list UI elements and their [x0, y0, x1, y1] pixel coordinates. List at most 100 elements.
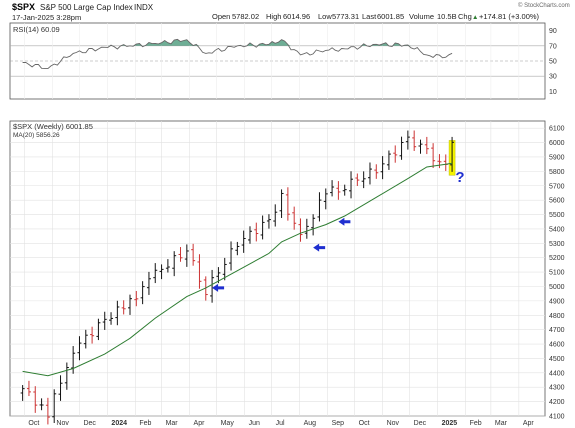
rsi-tick-label: 90 [549, 28, 557, 35]
price-tick-label: 4900 [549, 298, 565, 305]
ohlc-bar [134, 290, 139, 307]
ohlc-bar [247, 226, 252, 244]
ohlc-bar [399, 136, 404, 160]
ohlc-bar [165, 259, 170, 273]
price-tick-label: 5500 [549, 212, 565, 219]
ohlc-bar [20, 385, 25, 401]
x-tick-label: Oct [359, 420, 370, 427]
price-tick-label: 6000 [549, 140, 565, 147]
ohlc-bar [71, 346, 76, 374]
x-tick-label: Feb [470, 420, 482, 427]
x-tick-label: Dec [414, 420, 427, 427]
x-tick-label: Aug [304, 420, 317, 427]
ohlc-bar [292, 206, 297, 230]
open-label: Open [212, 12, 230, 21]
ma20-line [22, 162, 453, 377]
ohlc-bar [311, 214, 316, 236]
ohlc-bar [266, 214, 271, 229]
ohlc-bar [412, 130, 417, 151]
ohlc-bar [235, 241, 240, 256]
rsi-tick-label: 50 [549, 59, 557, 66]
price-y-ticks: 6100 6000 5900 5800 5700 5600 5500 5400 5300 5200… [549, 126, 565, 421]
x-tick-label: Apr [194, 420, 206, 427]
price-tick-label: 4200 [549, 399, 565, 406]
price-panel-frame [9, 120, 546, 417]
ohlc-bar [418, 139, 423, 154]
rsi-tick-label: 30 [549, 74, 557, 81]
x-tick-label: Jul [276, 420, 285, 427]
ohlc-bar [330, 180, 335, 197]
ohlc-bar [298, 218, 303, 242]
ohlc-bar [210, 269, 215, 303]
last-value: 6001.85 [377, 12, 404, 21]
ohlc-bar [393, 145, 398, 163]
ohlc-bar [380, 156, 385, 180]
x-tick-label: Dec [83, 420, 96, 427]
price-tick-label: 5600 [549, 198, 565, 205]
price-tick-label: 5700 [549, 183, 565, 190]
ohlc-bar [279, 189, 284, 218]
price-tick-label: 5100 [549, 270, 565, 277]
price-legend: $SPX (Weekly) 6001.85 [13, 122, 93, 131]
blue-arrows [212, 217, 351, 292]
ohlc-bar [197, 254, 202, 289]
ohlc-bar [374, 164, 379, 179]
ohlc-bar [115, 300, 120, 326]
ohlc-bar [437, 154, 442, 169]
ohlc-bar [153, 263, 158, 284]
date-label: 17-Jan-2025 3:28pm [12, 13, 81, 22]
ohlc-bar [102, 311, 107, 330]
ohlc-bar [355, 173, 360, 186]
price-tick-label: 5800 [549, 169, 565, 176]
open-value: 5782.02 [232, 12, 259, 21]
ohlc-bar [109, 312, 114, 325]
ohlc-bar [342, 184, 347, 196]
x-tick-label: Oct [28, 420, 39, 427]
ohlc-bar [450, 136, 455, 172]
price-grid [10, 121, 545, 417]
ohlc-bar [260, 215, 265, 240]
ohlc-bar [146, 271, 151, 295]
ohlc-bar [424, 136, 429, 155]
ohlc-bar [127, 294, 132, 315]
x-tick-label: Mar [495, 420, 508, 427]
price-tick-label: 6100 [549, 126, 565, 133]
ohlc-bar [229, 241, 234, 271]
x-tick-label: May [221, 420, 235, 427]
ohlc-bar [241, 230, 246, 253]
ohlc-bar [336, 181, 341, 200]
ohlc-bar [90, 326, 95, 344]
rsi-legend: RSI(14) 60.09 [13, 25, 60, 34]
chg-label: Chg [458, 12, 472, 21]
ohlc-bar [304, 218, 309, 239]
x-tick-label: Nov [387, 420, 400, 427]
x-tick-label: Jun [249, 420, 260, 427]
chg-value: +174.81 (+3.00%) [479, 12, 540, 21]
ohlc-bars [20, 130, 455, 425]
ohlc-bar [191, 243, 196, 266]
x-axis-ticks: Oct Nov Dec 2024 Feb Mar Apr May Jun Jul Aug Sep Oct… [28, 420, 534, 427]
x-tick-label: Feb [139, 420, 151, 427]
ohlc-bar [203, 276, 208, 301]
ohlc-bar [178, 247, 183, 262]
ohlc-bar [222, 257, 227, 281]
volume-label: Volume [409, 12, 434, 21]
price-tick-label: 4400 [549, 370, 565, 377]
x-tick-label: 2024 [111, 420, 127, 427]
price-tick-label: 5000 [549, 284, 565, 291]
ohlc-bar [64, 362, 69, 390]
ohlc-bar [323, 188, 328, 210]
high-label: High [266, 12, 281, 21]
ohlc-bar [39, 398, 44, 411]
price-tick-label: 5900 [549, 154, 565, 161]
ohlc-bar [96, 318, 101, 341]
ohlc-bar [172, 251, 177, 277]
x-tick-label: 2025 [442, 420, 458, 427]
ohlc-bar [361, 171, 366, 189]
ohlc-bar [26, 380, 31, 397]
price-tick-label: 5200 [549, 255, 565, 262]
index-name-label: S&P 500 Large Cap Index [40, 3, 133, 12]
ohlc-bar [386, 150, 391, 170]
ohlc-bar [367, 162, 372, 185]
